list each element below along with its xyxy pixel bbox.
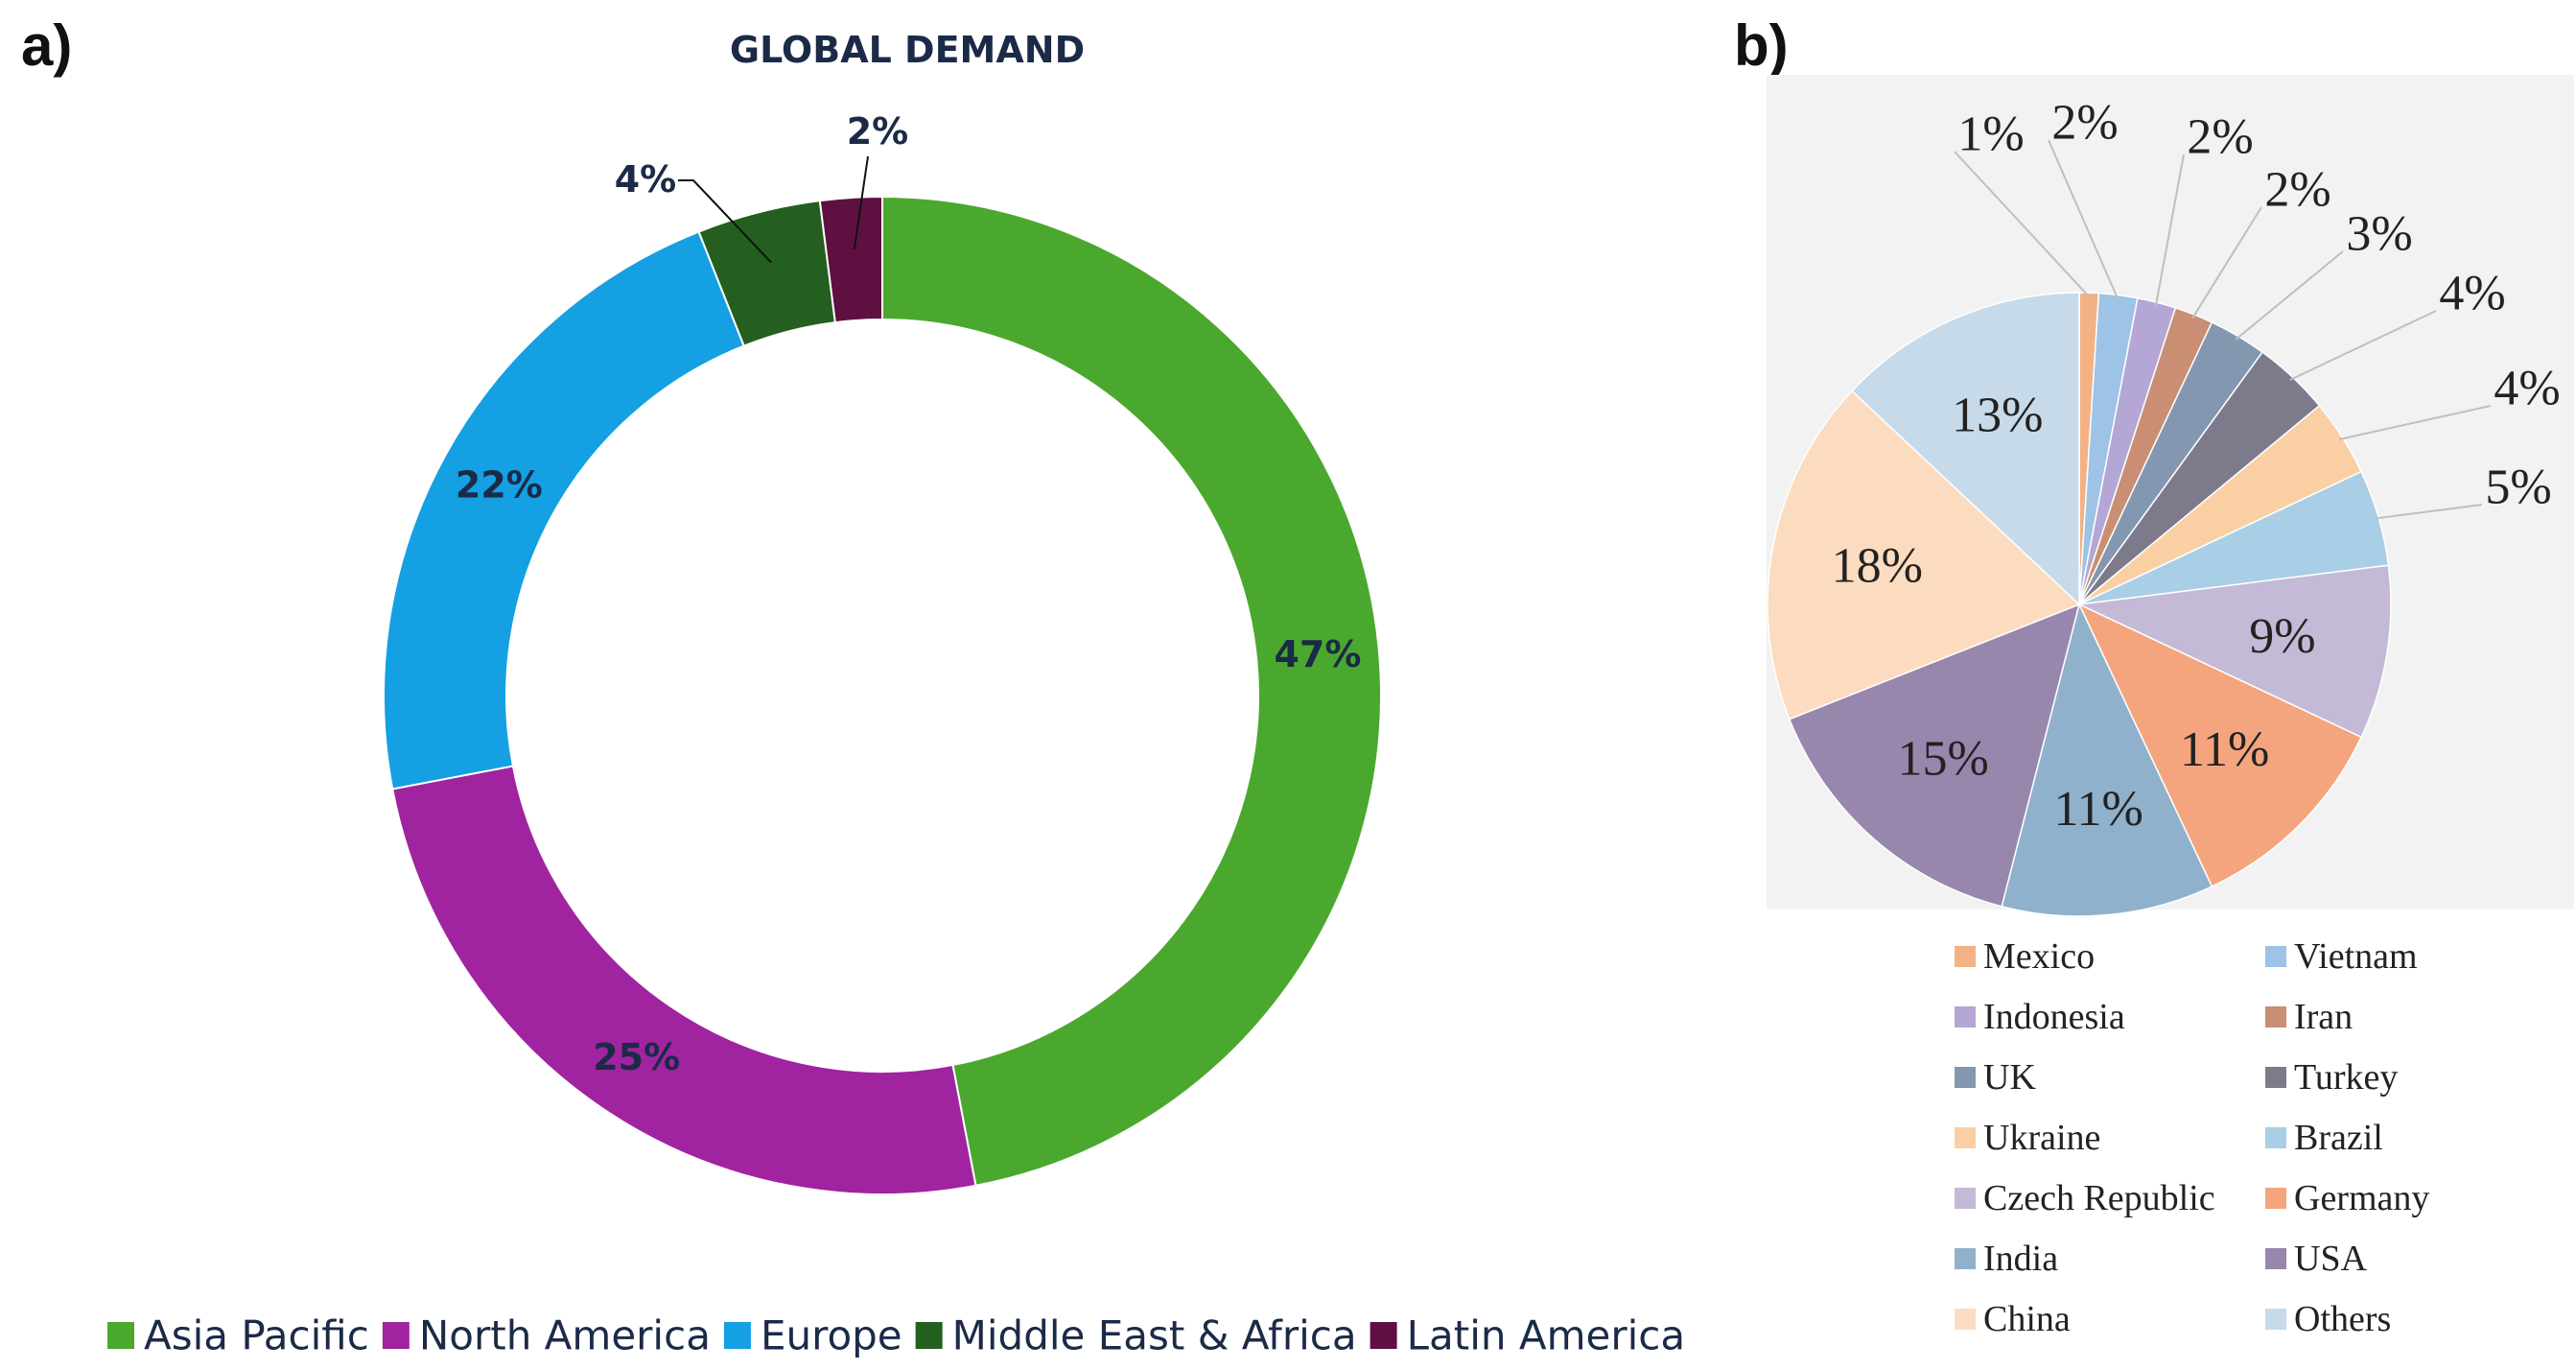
pie-slices — [1767, 292, 2392, 917]
donut-legend-label-europe: Europe — [761, 1312, 902, 1359]
donut-legend-swatch-europe — [723, 1322, 751, 1349]
pie-value-label-indonesia: 2% — [2187, 110, 2253, 165]
pie-legend-swatch-iran — [2265, 1006, 2286, 1028]
panel-b-label: b) — [1734, 13, 1789, 78]
donut-value-label-north-america: 25% — [593, 1036, 680, 1078]
donut-leaders — [678, 155, 869, 264]
pie-legend-label-uk: UK — [1983, 1057, 2036, 1098]
pie-value-label-china: 18% — [1832, 538, 1923, 593]
pie-value-label-uk: 3% — [2346, 207, 2412, 262]
pie-legend-swatch-china — [1955, 1309, 1976, 1330]
pie-legend-swatch-brazil — [2265, 1127, 2286, 1148]
pie-leader-brazil — [2375, 504, 2483, 520]
donut-slice-north-america — [391, 765, 977, 1195]
pie-slice-usa — [1788, 602, 2081, 908]
donut-slice-asia-pacific — [881, 195, 1383, 1187]
pie-legend-swatch-czech-republic — [1955, 1188, 1976, 1209]
pie-legend-label-mexico: Mexico — [1983, 936, 2095, 977]
pie-legend-label-brazil: Brazil — [2294, 1118, 2383, 1158]
donut-labels: 47% 25% 22% 4% 2% — [456, 110, 1362, 1078]
donut-legend-swatch-latin-america — [1370, 1322, 1397, 1349]
donut-slices — [383, 195, 1383, 1195]
donut-legend-label-north-america: North America — [419, 1312, 711, 1359]
donut-legend-swatch-north-america — [382, 1322, 410, 1349]
panel-a-label: a) — [21, 13, 72, 78]
pie-slice-india — [2001, 602, 2213, 917]
donut-leader-latin-america — [853, 155, 869, 250]
pie-legend-label-czech-republic: Czech Republic — [1983, 1178, 2215, 1218]
donut-slice-europe — [383, 230, 745, 791]
donut-slice-latin-america — [818, 195, 883, 324]
pie-value-label-usa: 15% — [1897, 731, 1988, 786]
pie-legend-label-india: India — [1983, 1239, 2058, 1279]
pie-leaders — [1954, 139, 2492, 520]
donut-value-label-europe: 22% — [456, 463, 543, 506]
pie-value-label-india: 11% — [2053, 782, 2143, 837]
pie-legend: Mexico Vietnam Indonesia Iran UK Turkey Ukrain… — [1955, 936, 2429, 1339]
pie-slice-others — [1851, 292, 2080, 606]
pie-legend-label-others: Others — [2294, 1299, 2391, 1339]
donut-legend-label-latin-america: Latin America — [1407, 1312, 1686, 1359]
pie-value-label-ukraine: 4% — [2494, 362, 2560, 416]
pie-labels: 1% 2% 2%2%3%4%4%5%9%11%11%15%18%13% — [1832, 96, 2561, 838]
donut-legend-swatch-middle-east-and-africa — [915, 1322, 943, 1349]
donut-legend: Asia Pacific North America Europe Middle Ea… — [107, 1312, 1685, 1359]
pie-value-label-turkey: 4% — [2439, 267, 2505, 321]
pie-leader-mexico — [1954, 151, 2090, 297]
pie-value-label-brazil: 5% — [2485, 461, 2551, 515]
pie-leader-vietnam — [2048, 139, 2119, 299]
pie-legend-swatch-others — [2265, 1309, 2286, 1330]
pie-value-label-germany: 11% — [2180, 722, 2269, 777]
pie-legend-label-usa: USA — [2294, 1239, 2368, 1279]
pie-value-label-vietnam: 2% — [2051, 96, 2118, 151]
pie-legend-swatch-india — [1955, 1248, 1976, 1269]
pie-legend-swatch-ukraine — [1955, 1127, 1976, 1148]
pie-legend-label-indonesia: Indonesia — [1983, 997, 2125, 1037]
pie-leader-uk — [2235, 250, 2344, 341]
pie-leader-iran — [2191, 206, 2262, 319]
donut-legend-label-middle-east-and-africa: Middle East & Africa — [952, 1312, 1357, 1359]
pie-leader-turkey — [2289, 310, 2437, 381]
donut-legend-swatch-asia-pacific — [107, 1322, 134, 1349]
pie-value-label-others: 13% — [1952, 389, 2043, 443]
pie-value-label-mexico: 1% — [1957, 107, 2024, 162]
pie-slice-china — [1767, 390, 2081, 720]
donut-leader-middle-east-and-africa — [678, 179, 772, 264]
donut-value-label-middle-east-and-africa: 4% — [615, 158, 677, 201]
pie-leader-indonesia — [2154, 154, 2185, 307]
pie-value-label-czech-republic: 9% — [2249, 609, 2315, 664]
pie-slice-germany — [2077, 602, 2363, 888]
pie-legend-swatch-uk — [1955, 1067, 1976, 1088]
donut-title: GLOBAL DEMAND — [730, 29, 1085, 71]
pie-legend-swatch-germany — [2265, 1188, 2286, 1209]
donut-value-label-asia-pacific: 47% — [1274, 633, 1361, 675]
pie-legend-swatch-indonesia — [1955, 1006, 1976, 1028]
pie-legend-label-china: China — [1983, 1299, 2071, 1339]
panel-a: a) GLOBAL DEMAND 47% 25% 22% 4% 2% Asia Paci… — [21, 13, 1685, 1359]
pie-legend-swatch-mexico — [1955, 946, 1976, 967]
pie-legend-swatch-usa — [2265, 1248, 2286, 1269]
pie-legend-swatch-vietnam — [2265, 946, 2286, 967]
donut-value-label-latin-america: 2% — [847, 110, 909, 153]
pie-legend-label-germany: Germany — [2294, 1178, 2429, 1218]
pie-legend-label-turkey: Turkey — [2294, 1057, 2398, 1098]
pie-slice-czech-republic — [2076, 564, 2392, 739]
pie-legend-label-ukraine: Ukraine — [1983, 1118, 2100, 1158]
pie-value-label-iran: 2% — [2264, 163, 2330, 218]
donut-legend-label-asia-pacific: Asia Pacific — [144, 1312, 369, 1359]
pie-legend-label-vietnam: Vietnam — [2294, 936, 2418, 977]
pie-leader-ukraine — [2338, 405, 2492, 440]
pie-legend-swatch-turkey — [2265, 1067, 2286, 1088]
pie-legend-label-iran: Iran — [2294, 997, 2353, 1037]
panel-b: b) 1% 2% 2%2%3%4%4%5%9%11%11%15%18%13% Mex… — [1734, 13, 2574, 1339]
